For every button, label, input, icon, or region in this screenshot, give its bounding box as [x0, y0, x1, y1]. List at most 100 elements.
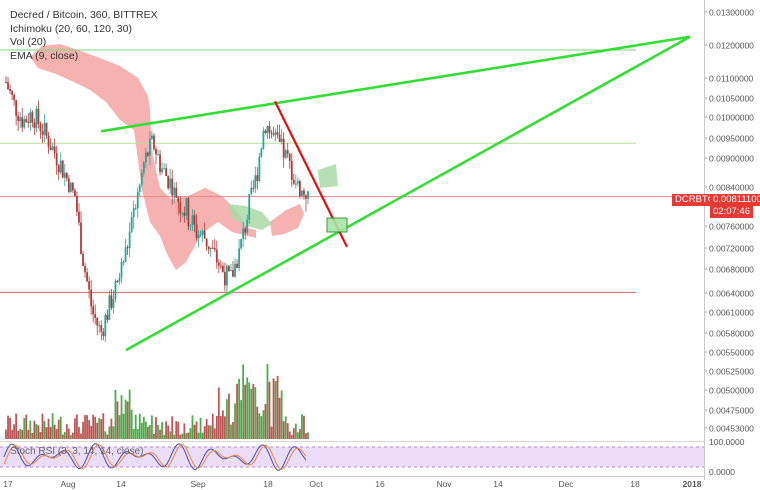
volume-bar: [242, 364, 245, 439]
candle-body: [254, 175, 257, 189]
volume-bar: [189, 428, 192, 439]
volume-bar: [197, 432, 200, 439]
legend-ema[interactable]: EMA (9, close): [10, 49, 79, 62]
candle-body: [248, 194, 251, 220]
volume-bar: [169, 431, 172, 439]
volume-bar: [76, 414, 78, 439]
legend-ichimoku[interactable]: Ichimoku (20, 60, 120, 30): [10, 22, 132, 35]
candle-body: [5, 82, 7, 83]
candle-body: [203, 231, 206, 239]
volume-bar: [80, 433, 82, 439]
volume-bar: [296, 432, 299, 439]
candle-body: [11, 90, 13, 95]
candle-body: [307, 191, 309, 199]
candle-body: [122, 261, 125, 263]
candle-body: [128, 232, 131, 249]
candle-body: [292, 179, 295, 184]
stoch-rsi-label[interactable]: Stoch RSI (3, 3, 14, 14, close): [10, 446, 144, 457]
volume-bar: [84, 415, 86, 439]
volume-bar: [276, 375, 279, 439]
candle-body: [149, 139, 151, 156]
candle-body: [57, 165, 60, 173]
volume-bar: [57, 419, 60, 439]
volume-bar: [19, 428, 22, 439]
x-tick-label: 17: [3, 479, 13, 489]
candle-body: [69, 182, 72, 192]
volume-bar: [159, 429, 161, 439]
candle-body: [211, 247, 214, 249]
candle-body: [161, 168, 163, 173]
volume-bar: [161, 422, 163, 439]
legend-title[interactable]: Decred / Bitcoin, 360, BITTREX: [10, 9, 158, 21]
bullish-cloud: [318, 164, 338, 188]
candle-body: [262, 130, 265, 149]
volume-bar: [29, 420, 32, 439]
candle-body: [228, 265, 230, 271]
candle-body: [110, 295, 113, 308]
candle-body: [219, 265, 222, 267]
volume-bar: [301, 414, 303, 439]
candle-body: [29, 112, 32, 123]
candle-body: [104, 314, 107, 337]
candle-body: [181, 213, 184, 215]
volume-bar: [102, 413, 105, 439]
volume-bar: [248, 382, 251, 439]
wedge-upper-line: [100, 35, 691, 133]
chart-legend: Decred / Bitcoin, 360, BITTREX Ichimoku …: [10, 9, 158, 63]
y-tick-label: 0.00760000: [709, 222, 754, 232]
volume-bar: [114, 389, 117, 439]
symbol-tag: DCRBTC: [675, 194, 715, 205]
volume-bar: [199, 417, 202, 439]
volume-bar: [140, 422, 143, 439]
candle-body: [88, 281, 91, 290]
volume-bar: [94, 416, 97, 439]
volume-bar: [175, 421, 178, 439]
candle-body: [286, 150, 289, 154]
volume-bar: [120, 395, 123, 439]
candle-body: [205, 238, 208, 247]
volume-bar: [136, 428, 139, 439]
candle-body: [274, 132, 277, 135]
volume-bar: [219, 416, 222, 439]
candle-body: [193, 215, 196, 225]
candle-body: [223, 271, 226, 286]
volume-bar: [278, 397, 281, 439]
volume-bar: [21, 429, 24, 439]
candle-body: [175, 187, 178, 198]
volume-bar: [260, 416, 263, 439]
volume-bar: [74, 418, 76, 439]
candle-body: [252, 187, 255, 189]
volume-bar: [226, 399, 228, 439]
volume-bar: [9, 417, 11, 439]
price-axis[interactable]: [704, 0, 705, 480]
volume-bar: [274, 380, 277, 439]
volume-bar: [49, 427, 52, 439]
volume-bar: [82, 421, 84, 439]
candle-body: [27, 121, 30, 123]
y-tick-label: 0.00900000: [709, 154, 754, 164]
candle-body: [280, 138, 283, 142]
candle-body: [76, 196, 78, 212]
candle-body: [35, 108, 38, 128]
volume-bar: [209, 425, 212, 439]
candle-body: [92, 306, 95, 315]
candle-body: [51, 146, 54, 150]
volume-bar: [130, 409, 133, 439]
volume-bar: [104, 431, 107, 439]
volume-bar: [157, 424, 159, 439]
volume-bar: [303, 415, 305, 439]
candle-body: [240, 239, 243, 249]
candle-body: [102, 331, 105, 337]
candle-body: [232, 269, 234, 277]
volume-bar: [108, 426, 111, 439]
volume-bar: [284, 416, 287, 439]
candle-body: [177, 197, 180, 203]
volume-bar: [177, 421, 180, 439]
candle-body: [282, 138, 285, 158]
candle-body: [268, 126, 271, 133]
y-tick-label: 0.01300000: [709, 8, 754, 18]
time-axis[interactable]: [0, 476, 704, 477]
legend-vol[interactable]: Vol (20): [10, 36, 47, 49]
y-tick-label: 0.00640000: [709, 289, 754, 299]
